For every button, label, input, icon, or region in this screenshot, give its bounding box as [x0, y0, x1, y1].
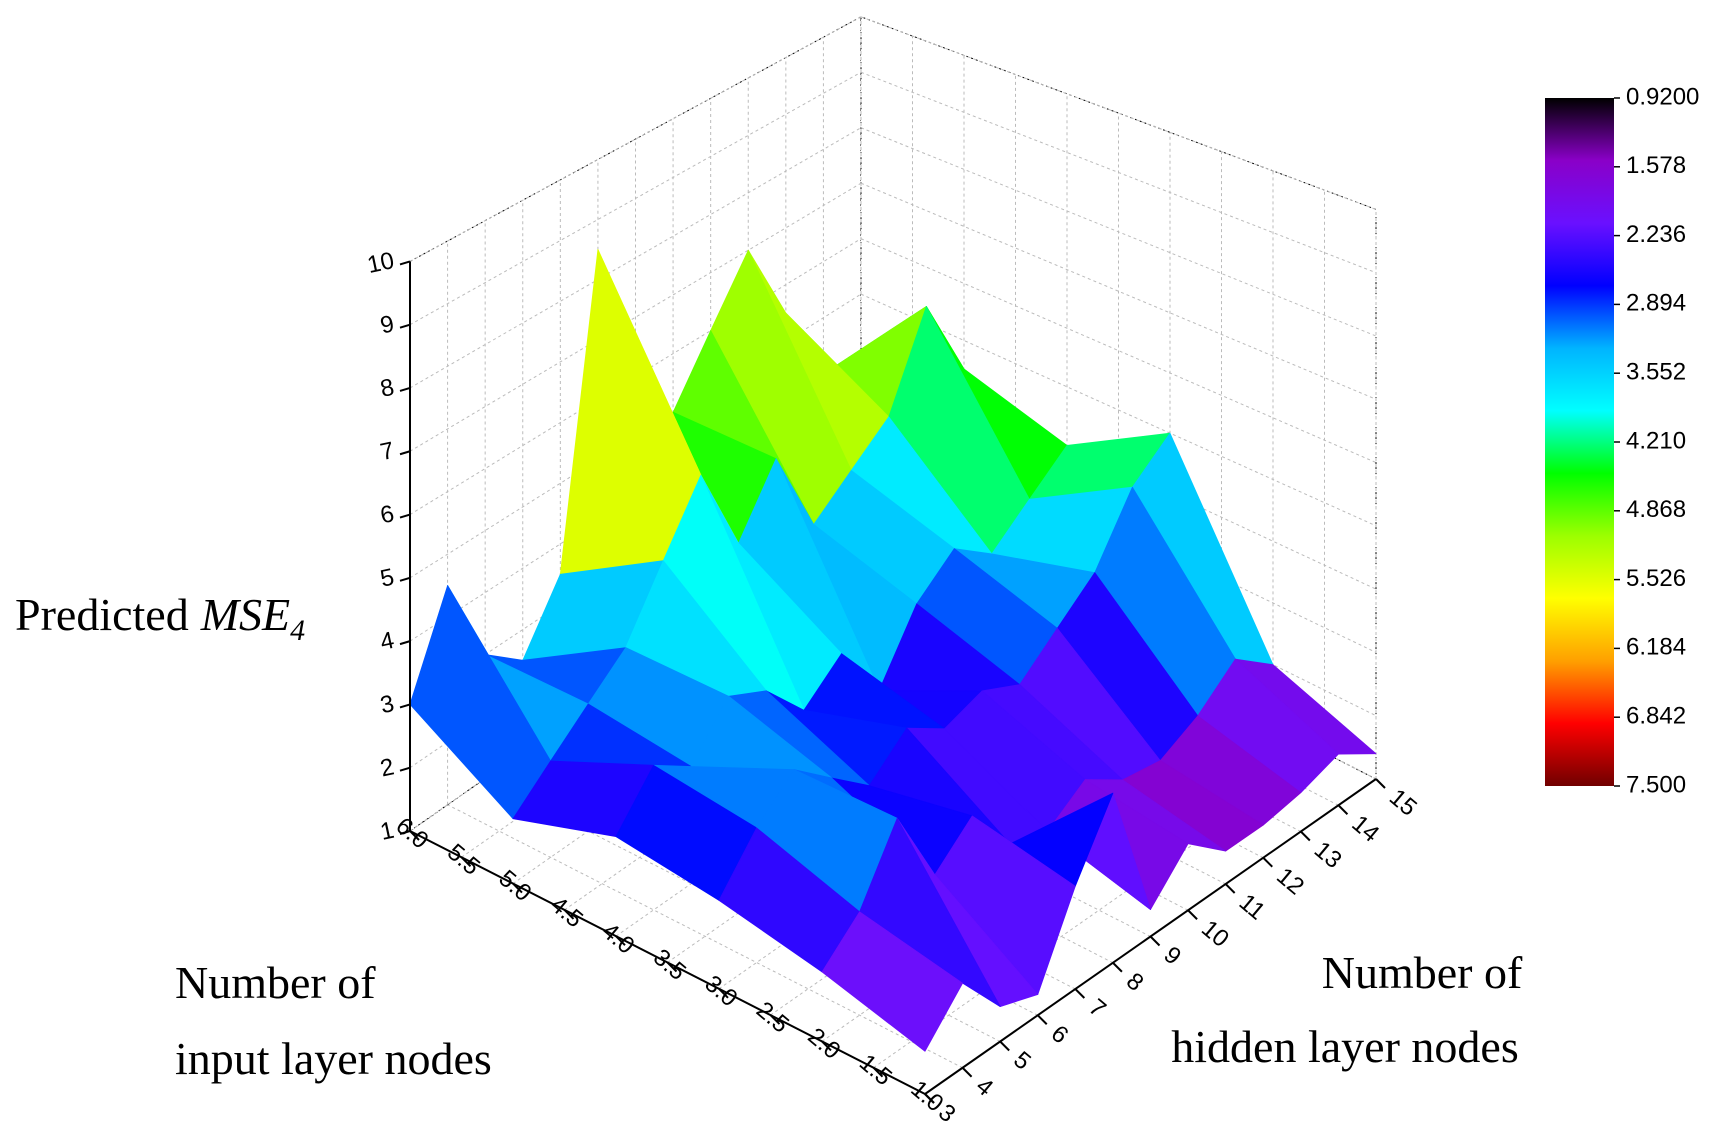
colorbar-tick-label: 7.500: [1626, 771, 1686, 798]
colorbar-tick-label: 5.526: [1626, 565, 1686, 592]
x-tick: [563, 909, 575, 920]
surface: [409, 249, 1377, 1052]
x-tick: [615, 935, 626, 946]
z-tick: [399, 260, 411, 266]
y-tick-label: 15: [1384, 784, 1422, 822]
z-tick: [399, 450, 411, 456]
colorbar-tick-label: 6.184: [1626, 634, 1686, 661]
y-tick-label: 11: [1234, 889, 1270, 926]
grid-line: [860, 293, 1377, 527]
z-title-symbol: MSE: [200, 589, 290, 640]
colorbar-tick-label: 6.842: [1626, 703, 1686, 730]
z-tick: [399, 703, 411, 709]
z-tick-label: 4: [378, 627, 397, 656]
z-tick-label: 6: [378, 500, 397, 529]
y-tick-label: 9: [1159, 941, 1187, 970]
z-tick-label: 3: [378, 690, 397, 719]
surface-cell: [821, 911, 963, 1052]
y-axis-title: hidden layer nodes: [1171, 1021, 1518, 1072]
colorbar-tick-label: 0.9200: [1626, 83, 1699, 110]
colorbar-tick-label: 1.578: [1626, 152, 1686, 179]
y-tick: [1074, 988, 1086, 999]
y-tick-label: 6: [1046, 1020, 1074, 1049]
x-tick: [460, 856, 472, 868]
y-tick: [1337, 804, 1349, 815]
grid-line: [447, 804, 963, 1069]
y-tick-label: 14: [1346, 810, 1384, 848]
y-tick: [1187, 909, 1198, 920]
y-tick: [1149, 935, 1161, 947]
z-tick-label: 7: [378, 437, 397, 466]
z-tick-label: 1: [378, 817, 397, 846]
colorbar-tick-label: 2.894: [1626, 290, 1686, 317]
z-tick-label: 2: [378, 753, 397, 782]
z-tick: [399, 830, 411, 835]
z-title-subscript: 4: [290, 614, 305, 647]
colorbar-tick-label: 4.210: [1626, 427, 1686, 454]
y-tick: [1112, 962, 1123, 973]
z-tick-label: 10: [365, 247, 397, 279]
z-tick: [399, 576, 411, 582]
z-tick: [399, 640, 411, 646]
grid-line: [860, 71, 1377, 274]
y-tick: [961, 1067, 973, 1078]
x-tick: [409, 830, 420, 841]
x-tick: [718, 988, 729, 999]
grid-line: [860, 16, 1377, 210]
y-tick-label: 12: [1271, 863, 1309, 901]
z-tick: [399, 766, 411, 772]
y-axis-title: Number of: [1322, 947, 1523, 998]
y-tick: [999, 1040, 1010, 1052]
z-tick-label: 5: [378, 564, 397, 593]
grid-line: [409, 71, 862, 326]
z-axis-title: Predicted MSE4: [15, 589, 305, 647]
x-tick: [512, 882, 523, 894]
y-tick-label: 4: [971, 1073, 999, 1102]
x-tick: [821, 1040, 832, 1052]
x-axis-title: input layer nodes: [175, 1033, 492, 1084]
colorbar-tick-label: 2.236: [1626, 221, 1686, 248]
colorbar-tick-label: 4.868: [1626, 496, 1686, 523]
y-tick: [1037, 1014, 1048, 1025]
colorbar: [1545, 98, 1614, 786]
y-tick: [924, 1093, 935, 1104]
y-tick: [1262, 857, 1273, 868]
y-tick-label: 13: [1309, 836, 1347, 874]
grid-line: [409, 16, 862, 262]
x-tick: [769, 1014, 781, 1025]
z-title-text: Predicted: [15, 589, 189, 640]
x-axis-title: Number of: [175, 957, 376, 1008]
z-tick: [399, 387, 411, 392]
y-tick-label: 8: [1121, 968, 1149, 997]
z-tick-label: 8: [378, 374, 397, 403]
y-tick-label: 10: [1196, 915, 1234, 953]
z-tick-label: 9: [378, 310, 397, 339]
colorbar-tick-label: 3.552: [1626, 359, 1686, 386]
y-tick: [1224, 883, 1236, 894]
y-tick-label: 7: [1083, 994, 1111, 1023]
y-tick: [1375, 778, 1386, 789]
grid-line: [860, 404, 1377, 653]
grid-line: [860, 127, 1377, 337]
x-tick: [872, 1066, 884, 1078]
z-tick: [399, 323, 411, 329]
z-tick: [399, 513, 411, 519]
y-tick-label: 5: [1008, 1046, 1036, 1075]
y-tick: [1300, 830, 1311, 842]
grid-line: [409, 127, 862, 389]
x-tick: [666, 961, 678, 973]
